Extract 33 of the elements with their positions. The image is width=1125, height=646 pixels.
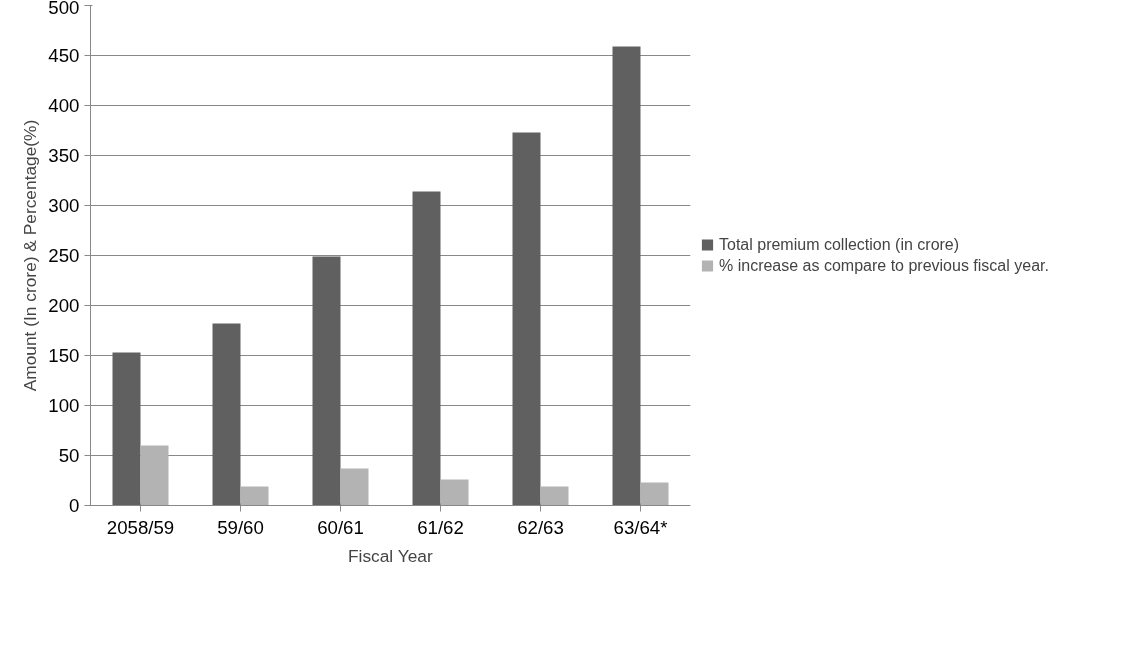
y-tick-label: 400 bbox=[48, 95, 80, 116]
bar bbox=[312, 256, 341, 506]
y-tick-label: 150 bbox=[48, 345, 80, 366]
y-tick-label: 200 bbox=[48, 295, 80, 316]
bar bbox=[512, 132, 541, 506]
y-tick-label: 500 bbox=[48, 0, 80, 18]
y-tick-label: 250 bbox=[48, 245, 80, 266]
bar bbox=[212, 323, 241, 506]
x-tick-label: 59/60 bbox=[217, 516, 264, 538]
bar bbox=[540, 486, 569, 506]
legend-label: Total premium collection (in crore) bbox=[719, 235, 960, 254]
bar bbox=[440, 479, 469, 506]
x-tick-label: 61/62 bbox=[417, 516, 464, 538]
bar bbox=[340, 468, 369, 506]
bar bbox=[412, 191, 441, 506]
y-tick-label: 50 bbox=[58, 445, 80, 466]
x-tick-label: 60/61 bbox=[317, 516, 364, 538]
bar bbox=[612, 46, 641, 506]
y-tick-label: 300 bbox=[48, 195, 80, 216]
legend-label: % increase as compare to previous fiscal year. bbox=[719, 256, 1049, 275]
y-tick-label: 0 bbox=[69, 495, 80, 516]
x-axis-title: Fiscal Year bbox=[347, 545, 433, 566]
x-tick-label: 62/63 bbox=[517, 516, 564, 538]
y-axis-title: Amount (In crore) & Percentage(%) bbox=[20, 119, 41, 392]
bar bbox=[640, 482, 669, 506]
bar bbox=[140, 445, 169, 506]
y-tick-label: 450 bbox=[48, 45, 80, 66]
x-tick-label: 63/64* bbox=[613, 516, 668, 538]
y-tick-label: 100 bbox=[48, 395, 80, 416]
x-tick-label: 2058/59 bbox=[106, 516, 175, 538]
y-tick-label: 350 bbox=[48, 145, 80, 166]
bar bbox=[240, 486, 269, 506]
bar bbox=[112, 352, 141, 506]
